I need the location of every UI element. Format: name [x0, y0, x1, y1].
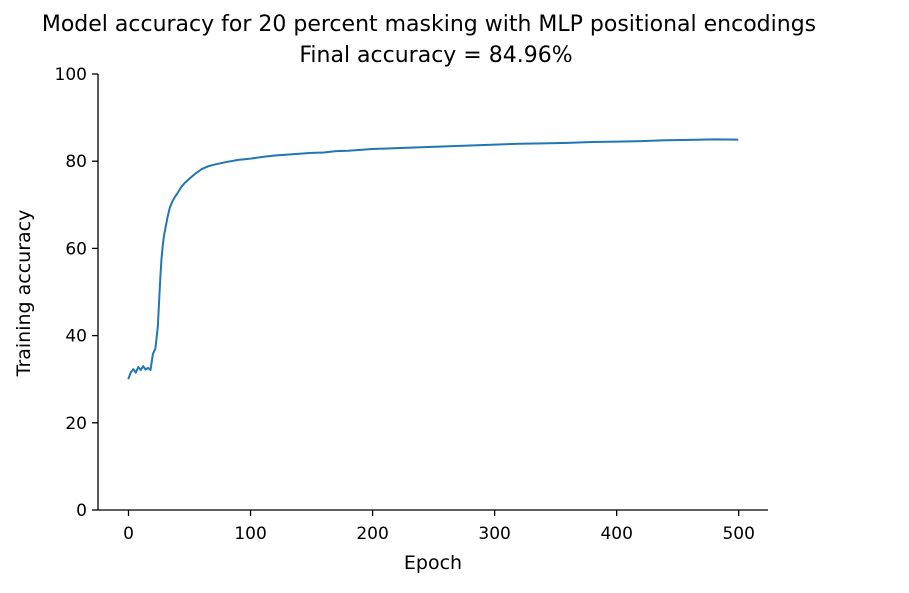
y-axis-label: Training accuracy	[13, 210, 35, 378]
y-ticks: 0 20 40 60 80 100	[55, 65, 98, 521]
series-line	[127, 138, 739, 380]
x-tick-label: 0	[123, 524, 134, 544]
x-tick-label: 200	[356, 524, 388, 544]
x-axis-label: Epoch	[404, 552, 462, 574]
y-tick-label: 100	[55, 65, 87, 85]
x-ticks: 0 100 200 300 400 500	[123, 510, 755, 544]
y-tick-label: 80	[65, 152, 87, 172]
chart-title: Model accuracy for 20 percent masking wi…	[42, 12, 816, 37]
y-tick-label: 0	[76, 501, 87, 521]
y-tick-label: 40	[65, 327, 87, 347]
plot-area: 0 20 40 60 80 100 0 100 200 300 400 500	[55, 65, 768, 544]
x-tick-label: 500	[722, 524, 754, 544]
chart-subtitle: Final accuracy = 84.96%	[299, 43, 572, 68]
x-tick-label: 100	[234, 524, 266, 544]
x-tick-label: 300	[478, 524, 510, 544]
x-tick-label: 400	[600, 524, 632, 544]
y-tick-label: 20	[65, 414, 87, 434]
y-tick-label: 60	[65, 239, 87, 259]
